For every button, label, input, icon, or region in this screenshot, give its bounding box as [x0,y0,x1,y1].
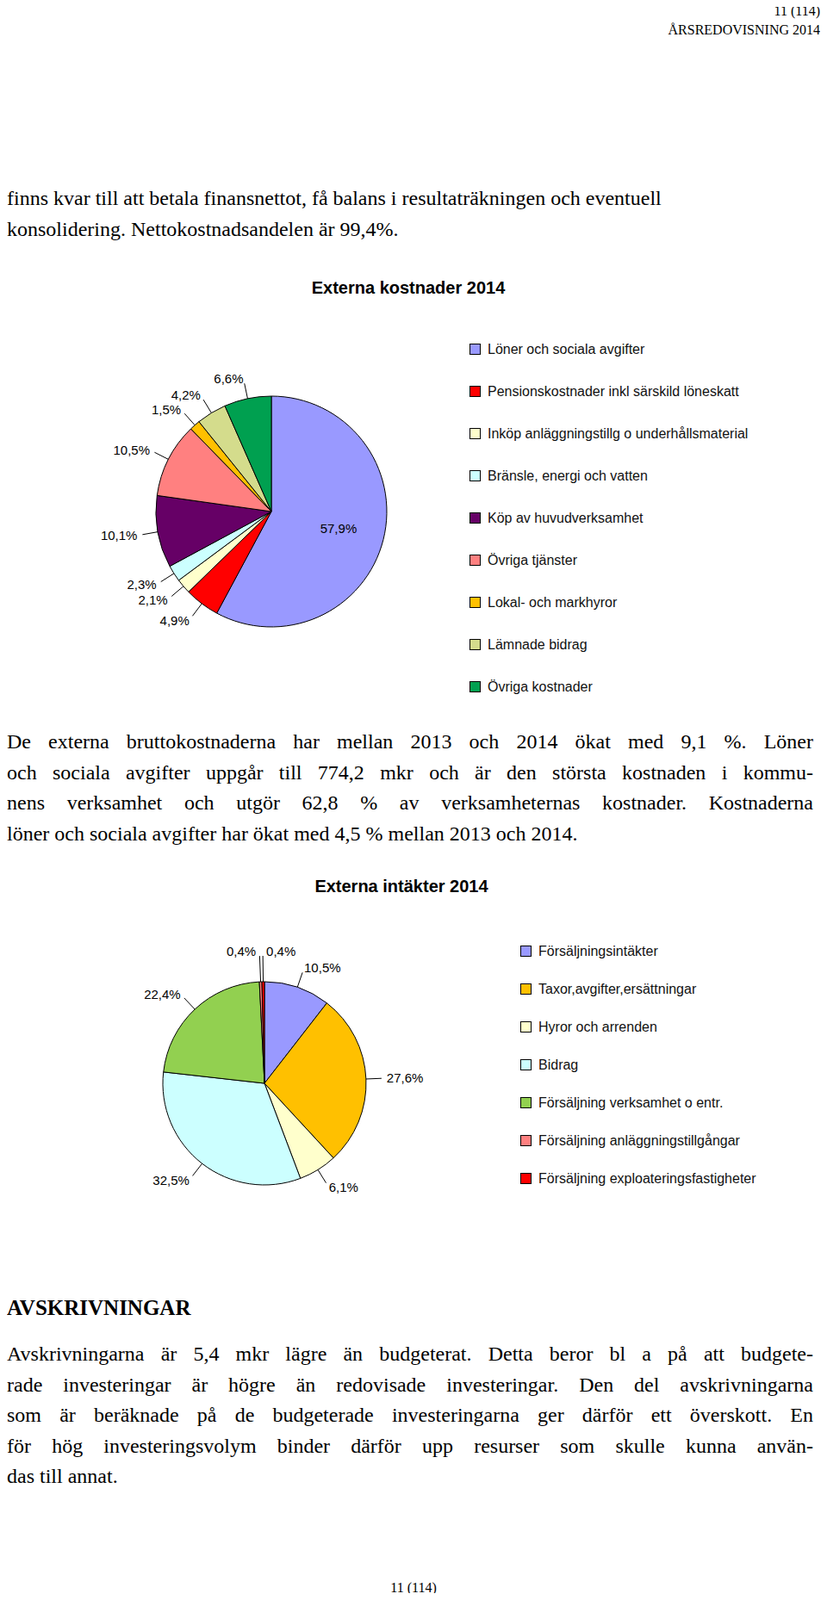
svg-text:2,1%: 2,1% [137,592,168,608]
svg-text:0,4%: 0,4% [226,944,256,959]
html-text:AVSKRIVNINGAR: AVSKRIVNINGAR [6,1296,191,1320]
html-text:löner och sociala avgifter har: löner och sociala avgifter har ökat med … [6,822,578,845]
svg-text:0,4%: 0,4% [266,944,296,959]
html-text:som är beräknade på de budgete: som är beräknade på de budgeterade inves… [6,1404,814,1427]
html-text:11 (114): 11 (114) [774,3,821,19]
svg-text:22,4%: 22,4% [143,987,181,1002]
svg-text:32,5%: 32,5% [152,1173,190,1188]
html-text:Löner och sociala avgifter: Löner och sociala avgifter [487,341,645,357]
html-text:Köp av huvudverksamhet: Köp av huvudverksamhet [487,510,644,526]
html-text:Inköp anläggningstillg o under: Inköp anläggningstillg o underhållsmater… [487,426,749,442]
html-text:Försäljningsintäkter: Försäljningsintäkter [538,943,658,959]
html-text:Övriga kostnader: Övriga kostnader [487,679,593,695]
svg-text:6,6%: 6,6% [213,371,243,386]
html-text:Bidrag: Bidrag [538,1057,579,1073]
html-text:Försäljning anläggningstillgån: Försäljning anläggningstillgångar [538,1133,740,1148]
html-text:konsolidering. Nettokostnadsan: konsolidering. Nettokostnadsandelen är 9… [6,217,399,240]
svg-text:4,2%: 4,2% [171,387,201,403]
html-text:Externa kostnader 2014: Externa kostnader 2014 [311,278,506,298]
svg-text:2,3%: 2,3% [126,577,156,592]
svg-text:10,1%: 10,1% [100,528,138,543]
html-text:Övriga tjänster: Övriga tjänster [487,553,578,568]
html-text:De externa bruttokostnaderna h: De externa bruttokostnaderna har mellan … [6,730,814,753]
html-text:finns kvar till att betala fin: finns kvar till att betala finansnettot,… [6,186,662,210]
html-text:11 (114): 11 (114) [390,1580,437,1596]
html-text:Bränsle, energi och vatten: Bränsle, energi och vatten [487,468,648,484]
html-text:das till annat.: das till annat. [6,1465,118,1488]
html-text:nens verksamhet och utgör 62,8: nens verksamhet och utgör 62,8 % av verk… [6,791,814,815]
html-text:Externa intäkter 2014: Externa intäkter 2014 [314,876,489,896]
html-text:rade investeringar är högre än: rade investeringar är högre än redovisad… [6,1373,814,1396]
svg-text:6,1%: 6,1% [329,1180,359,1195]
html-text:Hyror och arrenden: Hyror och arrenden [538,1019,658,1035]
html-text:Försäljning verksamhet o entr.: Försäljning verksamhet o entr. [538,1095,724,1110]
html-text:Avskrivningarna är 5,4 mkr läg: Avskrivningarna är 5,4 mkr lägre än budg… [6,1343,814,1366]
html-text:och sociala avgifter uppgår ti: och sociala avgifter uppgår till 774,2 m… [6,761,814,784]
html-text:Lokal- och markhyror: Lokal- och markhyror [487,595,618,610]
html-text:Lämnade bidrag: Lämnade bidrag [487,637,588,653]
html-text:för hög investeringsvolym bind: för hög investeringsvolym binder därför … [6,1434,814,1458]
svg-text:1,5%: 1,5% [151,402,181,417]
svg-text:10,5%: 10,5% [113,442,151,458]
html-text:Försäljning exploateringsfasti: Försäljning exploateringsfastigheter [538,1171,757,1186]
html-text:ÅRSREDOVISNING 2014: ÅRSREDOVISNING 2014 [668,22,821,38]
html-text:Pensionskostnader inkl särskil: Pensionskostnader inkl särskild löneskat… [487,384,739,399]
svg-text:57,9%: 57,9% [320,521,358,536]
svg-text:4,9%: 4,9% [160,613,190,629]
svg-text:27,6%: 27,6% [386,1070,424,1086]
html-text:Taxor,avgifter,ersättningar: Taxor,avgifter,ersättningar [538,981,697,997]
svg-text:10,5%: 10,5% [304,960,342,976]
